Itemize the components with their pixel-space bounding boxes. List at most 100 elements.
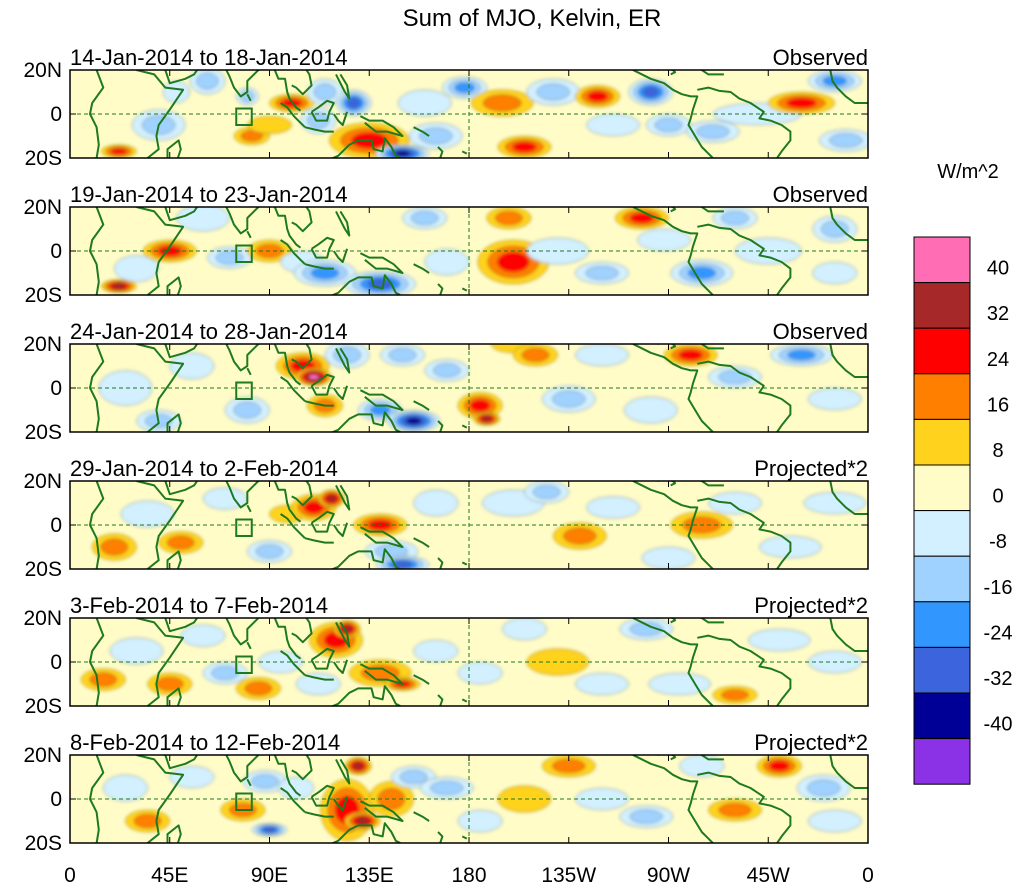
coastline	[246, 230, 252, 239]
coastline	[359, 663, 404, 685]
coastline	[164, 755, 199, 770]
y-tick-label: 20N	[23, 196, 62, 219]
anomaly-contour	[648, 672, 711, 696]
coastline	[246, 504, 252, 513]
anomaly-contour	[708, 491, 762, 515]
colorbar-tick-label: 32	[987, 303, 1009, 325]
anomaly-contour	[629, 212, 654, 224]
coastline	[89, 481, 105, 569]
panel-2: 20N 0 20S 19-Jan-2014 to 23-Jan-2014 Observe…	[23, 182, 869, 307]
colorbar-tick-label: -40	[984, 714, 1013, 736]
coastline	[697, 223, 792, 295]
anomaly-contour	[313, 83, 336, 101]
colorbar-swatch	[913, 646, 971, 694]
coastline	[413, 537, 430, 548]
anomaly-contour	[812, 261, 858, 285]
anomaly-contour	[521, 348, 550, 363]
colorbar-swatch	[913, 327, 971, 375]
x-tick-label: 180	[451, 864, 486, 887]
anomaly-contour	[393, 561, 413, 568]
colorbar: W/m^2 40 32 24 16 8 0 -8 -16 -24 -32 -40	[913, 161, 1013, 785]
anomaly-contour	[419, 127, 453, 145]
coastline	[225, 70, 261, 98]
anomaly-contour	[821, 220, 849, 238]
colorbar-tick-label: 16	[987, 394, 1009, 416]
coastline	[246, 367, 252, 376]
coastline	[413, 674, 430, 685]
anomaly-contour	[536, 83, 570, 101]
coastline	[304, 400, 334, 407]
anomaly-contour	[641, 546, 696, 569]
coastline	[697, 771, 792, 843]
anomaly-contour	[586, 496, 640, 519]
anomaly-contour	[575, 672, 629, 696]
coastline	[273, 207, 302, 249]
x-axis: 0 45E 90E 135E 180 135W 90W 45W 0	[64, 864, 874, 887]
coastline	[273, 481, 302, 523]
anomaly-contour	[624, 396, 678, 424]
anomaly-contour	[807, 779, 841, 797]
coastline	[332, 522, 349, 537]
anomaly-contour	[721, 210, 749, 225]
panel-5: 20N 0 20S 3-Feb-2014 to 7-Feb-2014 Projected…	[23, 593, 869, 718]
anomaly-contour	[482, 94, 522, 112]
coastline	[273, 70, 302, 112]
coastline	[136, 344, 185, 432]
anomaly-contour	[637, 228, 691, 252]
colorbar-unit: W/m^2	[937, 161, 999, 183]
x-tick-label: 45E	[151, 864, 188, 887]
anomaly-contour	[413, 489, 459, 517]
anomaly-contour	[399, 770, 428, 785]
colorbar-tick-label: 40	[987, 258, 1009, 280]
anomaly-contour	[110, 148, 127, 155]
anomaly-contour	[808, 387, 862, 411]
coastline	[330, 685, 401, 706]
coastline	[697, 634, 792, 706]
anomaly-contour	[629, 622, 663, 637]
coastline	[89, 618, 105, 706]
coastline	[280, 513, 306, 539]
colorbar-tick-label: -24	[984, 622, 1013, 644]
anomaly-contour	[654, 117, 683, 132]
coastline	[164, 207, 199, 222]
y-tick-label: 20S	[25, 832, 62, 855]
anomaly-contour	[405, 417, 422, 425]
coastline	[657, 755, 677, 761]
anomaly-contour	[133, 814, 162, 829]
coastline	[280, 787, 306, 813]
coastline	[330, 274, 401, 295]
colorbar-tick-label: 24	[987, 349, 1009, 371]
coastline	[246, 641, 252, 650]
reference-box	[235, 244, 253, 263]
panel-date-label: 29-Jan-2014 to 2-Feb-2014	[70, 456, 338, 481]
anomaly-contour	[169, 352, 215, 380]
colorbar-tick-label: 8	[992, 440, 1003, 462]
coastline	[461, 698, 468, 703]
anomaly-contour	[457, 809, 503, 833]
y-tick-label: 0	[50, 103, 62, 126]
coastline	[89, 755, 105, 843]
coastline	[335, 758, 351, 785]
coastline	[657, 481, 677, 487]
coastline	[304, 674, 334, 681]
x-tick-label: 45W	[747, 864, 790, 887]
coastline	[829, 344, 868, 378]
panel-date-label: 3-Feb-2014 to 7-Feb-2014	[70, 593, 328, 618]
coastline	[280, 650, 306, 676]
coastline	[829, 481, 868, 515]
anomaly-contour	[563, 527, 597, 545]
anomaly-contour	[803, 491, 866, 515]
coastline	[632, 207, 714, 295]
anomaly-contour	[470, 399, 491, 412]
y-tick-label: 20N	[23, 333, 62, 356]
coastline	[291, 481, 313, 507]
coastline	[332, 659, 349, 674]
coastline	[164, 70, 199, 85]
panel-type-label: Observed	[773, 45, 868, 70]
coastline	[461, 424, 468, 429]
coastline	[291, 618, 313, 644]
anomaly-contour	[89, 672, 118, 687]
coastline	[697, 497, 792, 569]
panel-date-label: 19-Jan-2014 to 23-Jan-2014	[70, 182, 348, 207]
